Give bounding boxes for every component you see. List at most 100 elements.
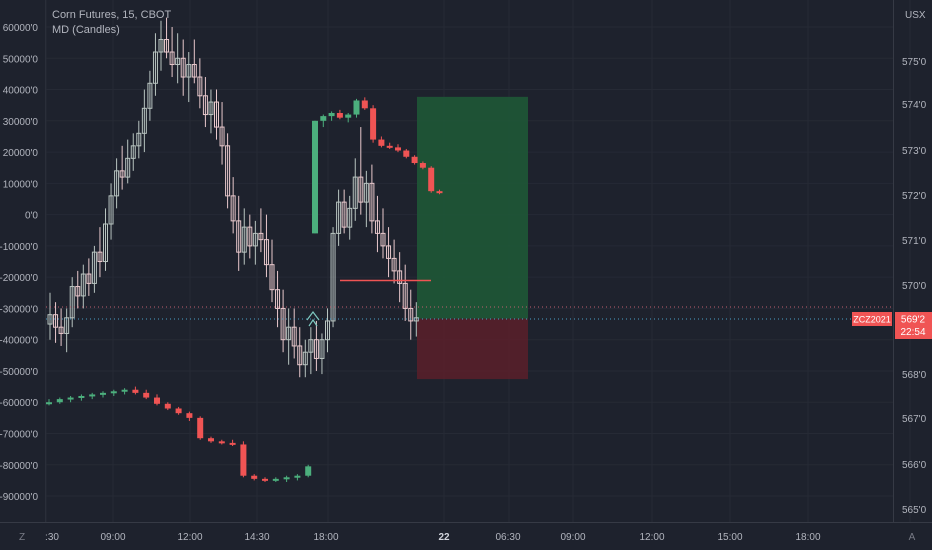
left-tick-label: -10000'0 bbox=[0, 242, 38, 253]
price-candle bbox=[119, 170, 125, 178]
price-candle bbox=[302, 351, 308, 366]
price-candle bbox=[58, 326, 64, 334]
price-candle bbox=[330, 232, 336, 322]
right-axis[interactable]: USX 575'0 574'0 573'0 572'0 571'0 570'0 568'0 56… bbox=[852, 10, 932, 516]
right-tick-label: 567'0 bbox=[902, 414, 927, 425]
indicator-candle bbox=[386, 145, 393, 148]
countdown-label: 22:54 bbox=[900, 327, 925, 338]
indicator-candle bbox=[100, 392, 106, 395]
time-tick-label: 22 bbox=[438, 532, 450, 543]
price-candle bbox=[202, 95, 208, 116]
price-candle bbox=[130, 145, 136, 159]
time-tick-label: 15:00 bbox=[717, 532, 742, 543]
right-tick-label: 566'0 bbox=[902, 460, 927, 471]
price-candle bbox=[97, 251, 103, 263]
indicator-candle bbox=[411, 156, 418, 164]
left-tick-label: 10000'0 bbox=[3, 179, 39, 190]
right-tick-label: 572'0 bbox=[902, 191, 927, 202]
indicator-candle bbox=[110, 391, 117, 394]
right-tick-label: 565'0 bbox=[902, 505, 927, 516]
indicator-candle bbox=[370, 108, 377, 140]
price-candle bbox=[180, 57, 186, 78]
price-candle bbox=[319, 339, 325, 359]
price-candle bbox=[164, 39, 170, 53]
right-tick-label: 570'0 bbox=[902, 281, 927, 292]
price-candle bbox=[280, 307, 286, 341]
price-candle bbox=[147, 82, 153, 109]
price-candle bbox=[247, 226, 253, 247]
price-candle bbox=[214, 101, 219, 128]
price-candle bbox=[69, 286, 75, 319]
indicator-candle bbox=[353, 100, 360, 115]
indicator-candle bbox=[283, 477, 290, 480]
indicator-candle bbox=[419, 163, 426, 168]
indicator-candle bbox=[78, 395, 85, 398]
left-tick-label: 0'0 bbox=[25, 211, 38, 222]
indicator-candle bbox=[186, 413, 193, 418]
indicator-candle bbox=[345, 114, 352, 118]
price-candle bbox=[313, 339, 319, 359]
time-tick-label: 09:00 bbox=[560, 532, 585, 543]
indicator-candle bbox=[262, 478, 268, 481]
indicator-candle bbox=[46, 402, 52, 405]
price-candle bbox=[352, 176, 358, 209]
indicator-candle bbox=[240, 444, 247, 476]
indicator-candle bbox=[312, 120, 318, 234]
left-tick-label: -30000'0 bbox=[0, 304, 38, 315]
symbol-title[interactable]: Corn Futures, 15, CBOT bbox=[52, 9, 172, 21]
indicator-candle bbox=[428, 167, 435, 192]
price-candle bbox=[374, 220, 380, 234]
price-candle bbox=[336, 201, 342, 234]
price-candle bbox=[47, 314, 53, 325]
price-candle bbox=[325, 320, 330, 341]
position-zones[interactable] bbox=[417, 96, 528, 380]
indicator-title[interactable]: MD (Candles) bbox=[52, 24, 120, 36]
timezone-button: Z bbox=[19, 532, 25, 543]
time-axis[interactable]: Z:30 09:00 12:00 14:30 18:00 22 06:30 09:00 12:0… bbox=[19, 532, 916, 543]
price-candle bbox=[275, 289, 281, 309]
indicator-candle bbox=[175, 408, 182, 414]
price-candle bbox=[175, 57, 181, 66]
loss-zone bbox=[417, 318, 528, 380]
left-tick-label: -60000'0 bbox=[0, 398, 38, 409]
left-tick-label: -50000'0 bbox=[0, 367, 38, 378]
indicator-candle bbox=[132, 389, 139, 393]
price-candle bbox=[80, 273, 86, 297]
price-candle bbox=[308, 339, 314, 353]
price-candle bbox=[363, 182, 369, 203]
price-candle bbox=[286, 326, 292, 341]
indicator-candle bbox=[67, 397, 74, 400]
price-candle bbox=[236, 220, 242, 253]
left-tick-label: -70000'0 bbox=[0, 430, 38, 441]
price-candle bbox=[208, 101, 214, 116]
left-tick-label: 30000'0 bbox=[3, 117, 39, 128]
price-candle bbox=[258, 232, 264, 241]
left-tick-label: -80000'0 bbox=[0, 461, 38, 472]
price-candle bbox=[136, 132, 142, 147]
indicator-candle bbox=[378, 139, 385, 146]
left-tick-label: -90000'0 bbox=[0, 492, 38, 503]
price-candle bbox=[86, 273, 92, 284]
indicator-candle bbox=[272, 478, 279, 481]
indicator-candle bbox=[320, 116, 327, 121]
last-price-label: 569'2 bbox=[901, 315, 926, 326]
indicator-candle bbox=[89, 394, 96, 397]
time-tick-label: :30 bbox=[45, 532, 59, 543]
price-candle bbox=[230, 195, 236, 222]
price-candle bbox=[114, 170, 120, 197]
price-candle bbox=[391, 257, 397, 272]
price-candle bbox=[125, 157, 131, 178]
price-candles bbox=[47, 17, 419, 378]
left-tick-label: 60000'0 bbox=[3, 23, 39, 34]
price-candle bbox=[402, 282, 408, 309]
time-tick-label: 14:30 bbox=[244, 532, 269, 543]
indicator-candle bbox=[436, 191, 443, 194]
price-candle bbox=[408, 307, 414, 322]
time-tick-label: 06:30 bbox=[495, 532, 520, 543]
indicator-candle bbox=[395, 147, 401, 151]
price-candle bbox=[241, 226, 247, 253]
indicator-candle bbox=[143, 392, 150, 398]
indicator-candle bbox=[403, 150, 410, 157]
